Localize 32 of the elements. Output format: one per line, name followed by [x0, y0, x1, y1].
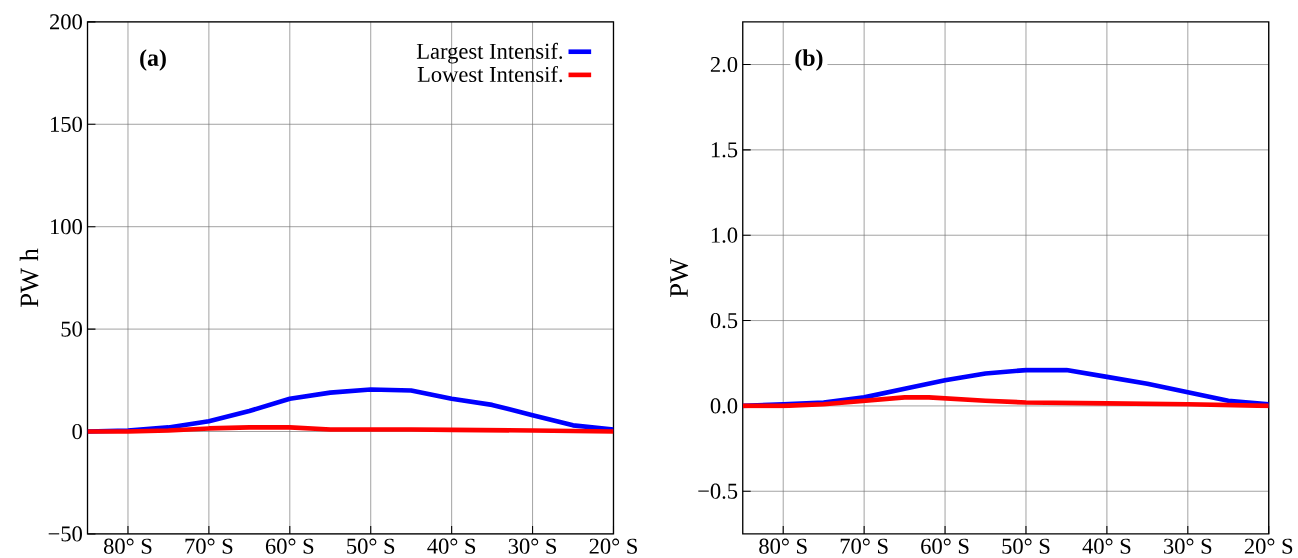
x-tick-label: 50° S [347, 538, 395, 554]
y-tick-label: −0.5 [698, 483, 738, 499]
x-tick-label: 70° S [840, 538, 888, 554]
x-tick-label: 20° S [589, 538, 637, 554]
legend-label: Largest Intensif. [416, 42, 563, 64]
y-tick-label: 1.5 [711, 142, 738, 158]
annotation: (a) [140, 49, 166, 71]
y-tick-label: 50 [61, 321, 82, 337]
y-tick-label: 0 [72, 423, 82, 440]
y-tick-label: 2.0 [710, 56, 738, 73]
y-tick-label: −50 [48, 526, 82, 542]
y-tick-label: 0.0 [710, 398, 738, 414]
y-tick-label: 0.5 [710, 312, 738, 329]
x-tick-label: 80° S [103, 538, 152, 554]
x-tick-label: 60° S [921, 538, 969, 554]
y-tick-label: 1.0 [711, 227, 738, 243]
y-axis-title: PW [670, 257, 689, 297]
x-tick-label: 30° S [508, 538, 557, 554]
x-tick-label: 70° S [185, 538, 233, 554]
x-tick-label: 30° S [1164, 538, 1212, 554]
legend-label: Lowest Intensif. [417, 65, 563, 83]
x-tick-label: 40° S [427, 538, 476, 554]
x-tick-label: 20° S [1244, 538, 1293, 554]
x-tick-label: 80° S [759, 538, 807, 554]
y-tick-label: 100 [50, 218, 82, 235]
y-tick-label: 150 [50, 116, 82, 132]
annotation: (b) [795, 49, 823, 71]
y-tick-label: 200 [50, 14, 82, 30]
y-axis-title: PW h [19, 248, 39, 307]
x-tick-label: 50° S [1002, 538, 1050, 554]
x-tick-label: 40° S [1082, 538, 1131, 554]
x-tick-label: 60° S [265, 538, 314, 554]
